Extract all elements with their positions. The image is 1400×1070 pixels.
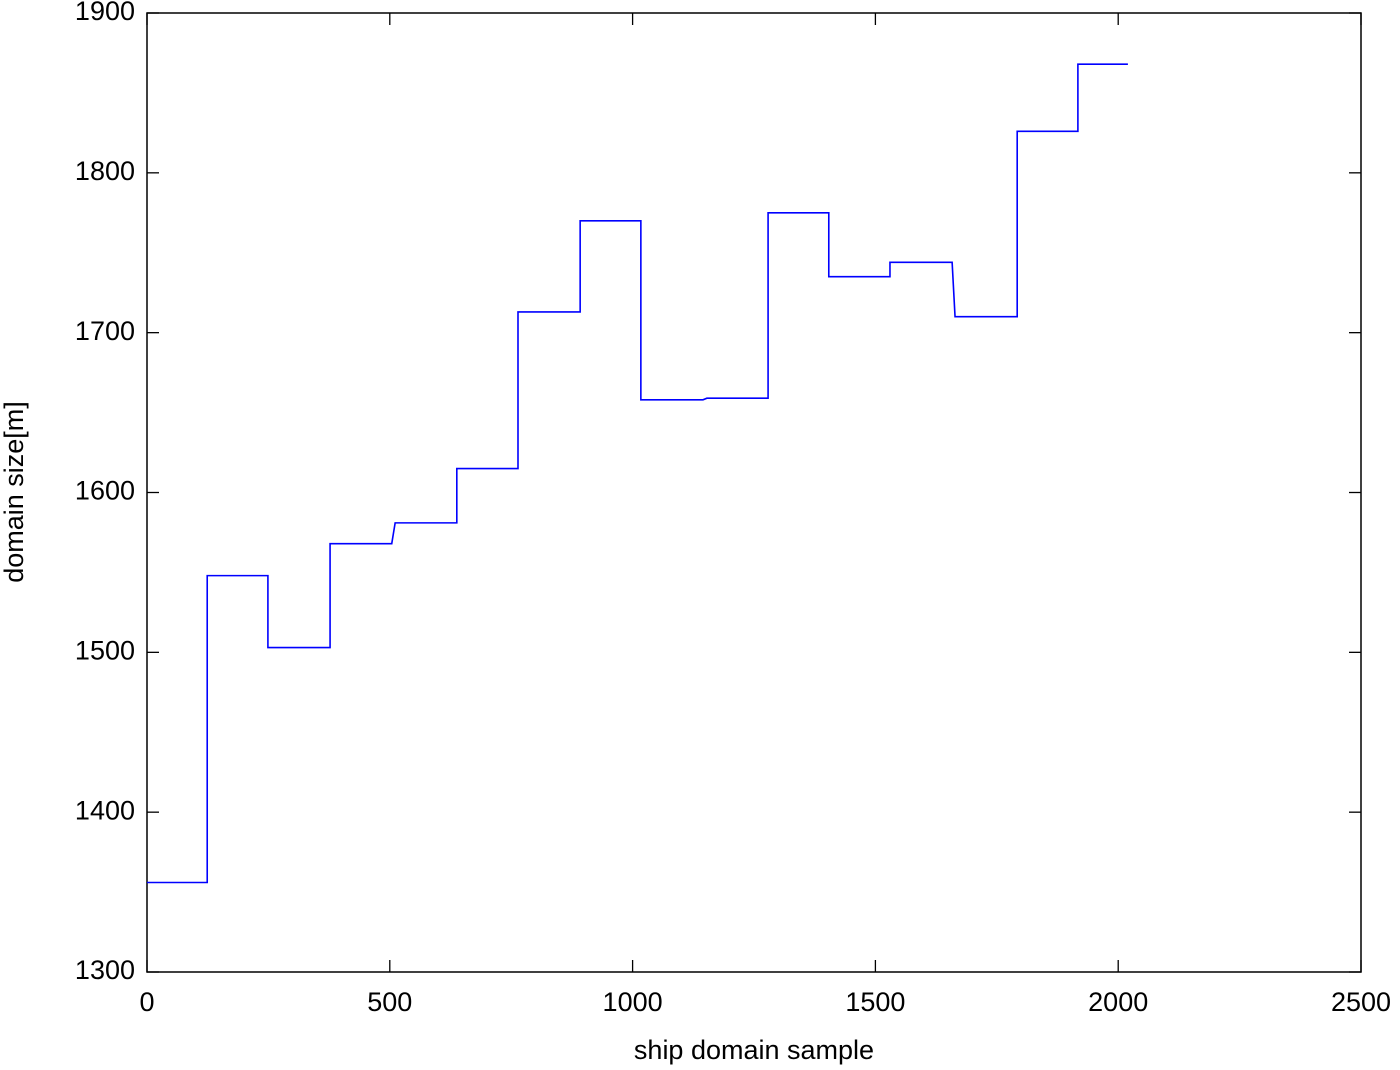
y-tick-label: 1600	[75, 476, 135, 506]
y-tick-label: 1900	[75, 0, 135, 26]
y-tick-label: 1300	[75, 955, 135, 985]
y-tick-label: 1400	[75, 795, 135, 825]
y-axis-label: domain size[m]	[0, 401, 29, 583]
data-line	[147, 63, 1128, 884]
x-tick-label: 2000	[1088, 987, 1148, 1017]
y-tick-label: 1500	[75, 635, 135, 665]
plot-frame	[146, 12, 1362, 973]
y-tick-label: 1700	[75, 316, 135, 346]
x-tick-label: 1000	[603, 987, 663, 1017]
x-tick-label: 500	[367, 987, 412, 1017]
x-axis-label: ship domain sample	[634, 1035, 874, 1065]
x-tick-label: 1500	[845, 987, 905, 1017]
x-tick-label: 2500	[1331, 987, 1391, 1017]
x-tick-label: 0	[139, 987, 154, 1017]
y-tick-label: 1800	[75, 156, 135, 186]
